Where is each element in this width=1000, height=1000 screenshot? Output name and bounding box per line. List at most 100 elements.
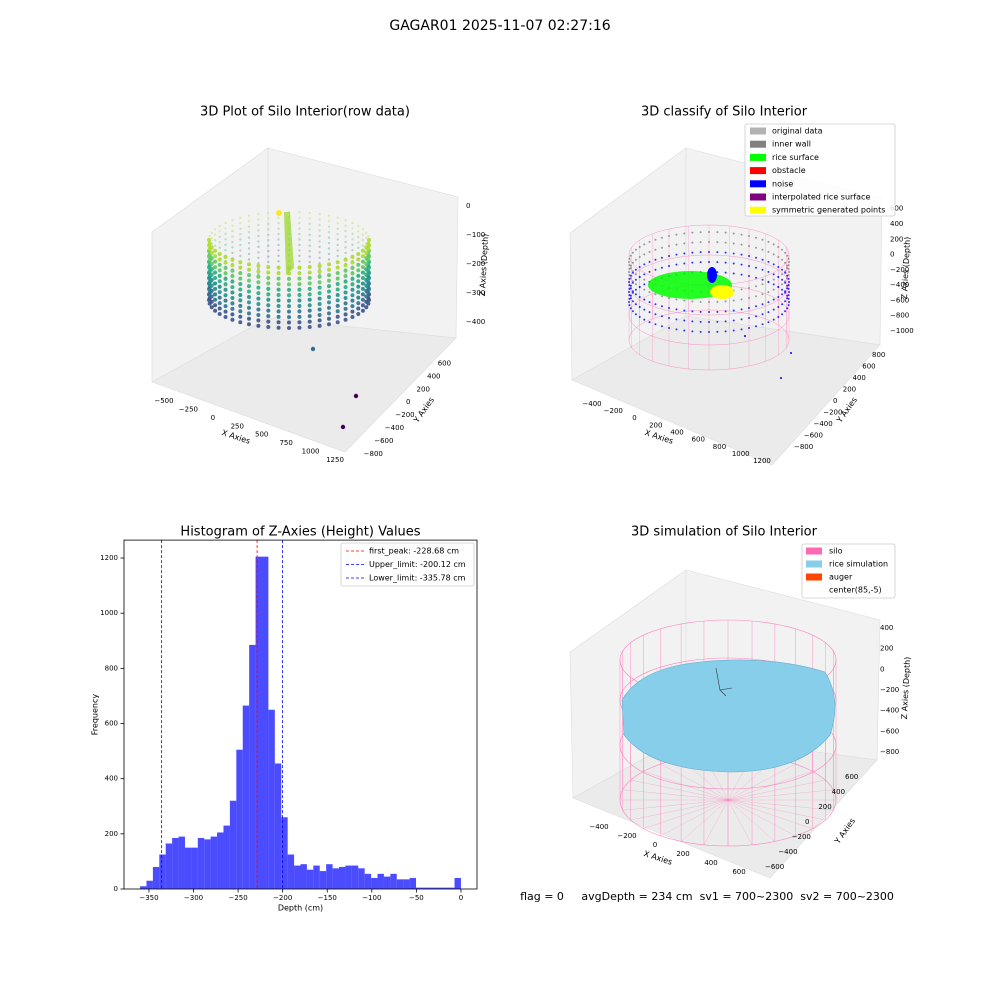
decor-point (654, 293, 657, 296)
bar (204, 839, 211, 889)
decor-point (298, 227, 301, 230)
decor-point (307, 292, 312, 297)
decor-point (327, 322, 331, 327)
decor-point (755, 315, 758, 318)
decor-point (247, 273, 251, 278)
decor-point (336, 232, 339, 236)
decor-point (767, 280, 770, 283)
decor-point (327, 230, 331, 234)
decor-point (209, 283, 214, 288)
decor-point (276, 303, 281, 308)
decor-point (683, 262, 686, 265)
decor-point (761, 238, 764, 241)
decor-point (356, 252, 361, 256)
decor-point (327, 316, 331, 321)
decor-point (335, 309, 340, 314)
decor-point (668, 306, 670, 309)
decor-point (724, 300, 727, 303)
status-text: flag = 0 avgDepth = 234 cm sv1 = 700~230… (520, 890, 894, 903)
decor-point (350, 298, 355, 303)
legend-swatch (750, 153, 766, 161)
decor-point (256, 312, 261, 317)
decor-point (317, 307, 322, 312)
decor-point (724, 310, 727, 313)
decor-wire (703, 799, 729, 845)
decor-point (287, 326, 291, 330)
decor-point (631, 251, 634, 254)
decor-point (356, 301, 361, 306)
decor-point (317, 296, 322, 301)
decor-point (277, 249, 280, 252)
decor-point (699, 231, 702, 234)
decor-point (716, 310, 719, 313)
decor-point (317, 269, 322, 274)
decor-point (217, 301, 222, 306)
decor-point (266, 281, 271, 286)
decor-point (357, 246, 360, 250)
bar (159, 854, 166, 889)
decor-point (239, 227, 242, 230)
z-tick-label: −400 (890, 281, 909, 289)
decor-point (767, 260, 770, 263)
decor-point (317, 263, 322, 268)
decor-point (223, 293, 228, 298)
decor-point (631, 281, 634, 284)
decor-point (643, 273, 646, 276)
decor-point (247, 262, 251, 267)
bar (178, 836, 185, 889)
decor-point (708, 311, 710, 313)
decor-point (209, 288, 214, 293)
decor-point (761, 283, 764, 286)
decor-point (327, 236, 331, 239)
decor-point (767, 321, 770, 324)
x-tick-label: 0 (653, 841, 657, 849)
decor-point (335, 303, 340, 308)
decor-point (256, 291, 261, 296)
decor-point (631, 291, 634, 294)
decor-point (335, 320, 340, 325)
decor-point (740, 233, 743, 236)
decor-point (643, 243, 646, 246)
decor-point (654, 258, 657, 261)
pane (572, 734, 878, 879)
decor-point (784, 310, 787, 313)
decor-point (755, 236, 758, 239)
decor-point (716, 330, 719, 333)
decor-point (256, 302, 261, 307)
decor-point (297, 325, 302, 330)
decor-point (230, 306, 235, 311)
x-tick-label: −250 (179, 405, 198, 413)
decor-point (683, 242, 686, 245)
decor-point (307, 281, 312, 286)
z-tick-label: −600 (890, 296, 909, 304)
decor-point (360, 265, 365, 270)
z-tick-label: 200 (880, 645, 893, 653)
decor-point (266, 325, 271, 330)
decor-point (256, 307, 261, 312)
decor-point (748, 286, 750, 289)
decor-point (691, 261, 694, 264)
decor-point (360, 308, 365, 313)
z-tick-label: −600 (880, 727, 899, 735)
decor-point (755, 276, 758, 279)
decor-point (267, 255, 270, 258)
bar (281, 817, 288, 889)
decor-point (223, 260, 228, 265)
decor-point (247, 300, 251, 305)
decor-point (238, 276, 243, 281)
decor-point (344, 229, 347, 233)
decor-point (781, 283, 784, 286)
x-tick-label: 500 (255, 431, 268, 439)
decor-point (634, 283, 637, 286)
panel-title: 3D classify of Silo Interior (641, 105, 808, 120)
z-tick-label: −100 (466, 231, 485, 239)
x-tick-label: 1200 (753, 457, 771, 465)
decor-point (238, 320, 243, 325)
decor-point (308, 211, 311, 215)
decor-point (351, 227, 354, 230)
decor-point (276, 265, 281, 270)
decor-point (781, 288, 784, 291)
decor-point (307, 314, 312, 319)
bar (396, 879, 404, 889)
decor-point (767, 270, 770, 273)
